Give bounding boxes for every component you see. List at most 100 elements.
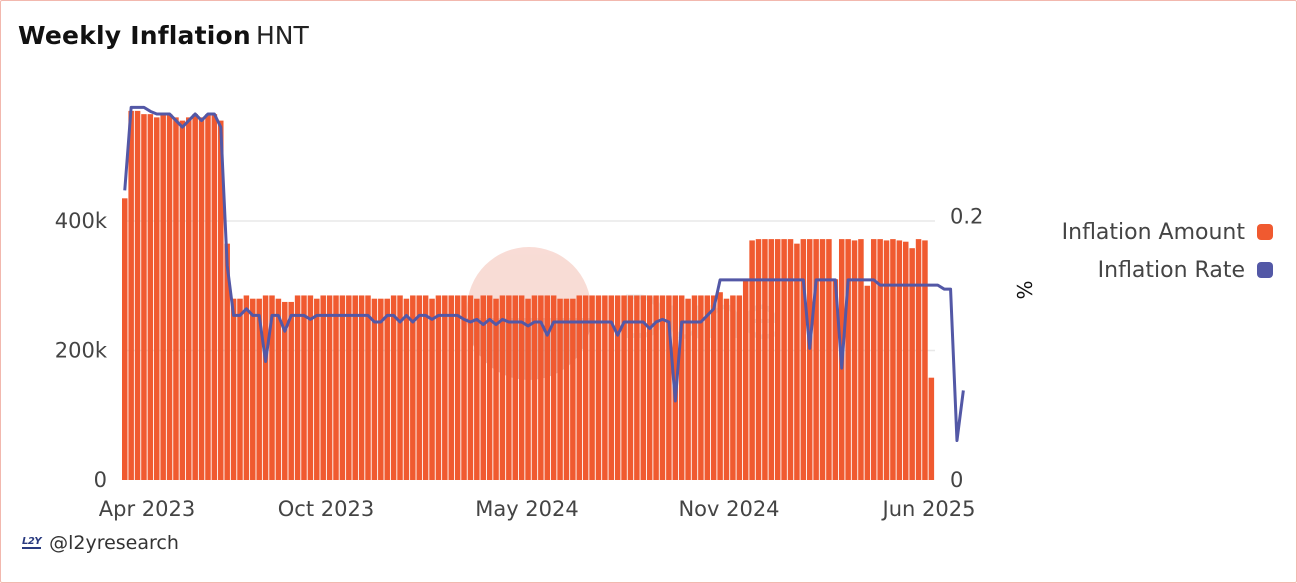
y2-axis-title: % bbox=[1013, 280, 1037, 299]
bar bbox=[666, 295, 672, 480]
bar bbox=[928, 377, 935, 480]
legend-swatch bbox=[1257, 224, 1273, 240]
bar bbox=[832, 279, 839, 480]
bar bbox=[301, 295, 307, 480]
bar bbox=[154, 117, 160, 480]
bar bbox=[570, 298, 576, 480]
bar bbox=[288, 301, 294, 480]
bar bbox=[493, 298, 499, 480]
bar bbox=[922, 240, 928, 480]
bar bbox=[339, 295, 346, 480]
bar bbox=[749, 240, 755, 480]
bar bbox=[326, 295, 333, 480]
bar bbox=[378, 298, 384, 480]
bar bbox=[160, 114, 166, 480]
bar bbox=[166, 114, 173, 480]
bar bbox=[397, 295, 403, 480]
bar bbox=[602, 295, 608, 480]
bar bbox=[435, 295, 442, 480]
bar bbox=[896, 240, 903, 480]
bar bbox=[474, 298, 480, 480]
y-tick-label: 200k bbox=[55, 338, 108, 362]
bar bbox=[595, 295, 602, 480]
bar bbox=[205, 114, 211, 480]
bar bbox=[422, 295, 429, 480]
y-tick-label: 400k bbox=[55, 209, 108, 233]
bar bbox=[410, 295, 416, 480]
bar bbox=[461, 295, 467, 480]
bar bbox=[736, 295, 743, 480]
legend-label: Inflation Amount bbox=[1062, 220, 1246, 245]
bar bbox=[563, 298, 570, 480]
bar bbox=[845, 239, 851, 480]
bar bbox=[531, 295, 538, 480]
bar bbox=[262, 295, 269, 480]
bar bbox=[480, 295, 486, 480]
bar bbox=[544, 295, 551, 480]
bar bbox=[173, 117, 179, 480]
bar bbox=[448, 295, 454, 480]
bar bbox=[755, 239, 762, 480]
bar bbox=[294, 295, 301, 480]
bar bbox=[640, 295, 647, 480]
bar bbox=[416, 295, 422, 480]
bar bbox=[352, 295, 358, 480]
bar bbox=[870, 239, 877, 480]
bar bbox=[813, 239, 819, 480]
bar bbox=[198, 117, 205, 480]
bar bbox=[608, 295, 615, 480]
bar bbox=[486, 295, 493, 480]
bar bbox=[890, 239, 896, 480]
bar bbox=[390, 295, 397, 480]
bar bbox=[384, 298, 390, 480]
bar bbox=[320, 295, 326, 480]
bar bbox=[269, 295, 275, 480]
bar bbox=[659, 295, 666, 480]
y-tick-label: 0 bbox=[94, 468, 107, 492]
bar bbox=[826, 239, 832, 480]
bar bbox=[186, 117, 192, 480]
bar bbox=[614, 295, 621, 480]
bar bbox=[211, 114, 218, 480]
y2-tick-label: 0.2 bbox=[950, 205, 983, 229]
legend-label: Inflation Rate bbox=[1098, 258, 1245, 283]
bar bbox=[256, 298, 262, 480]
bar bbox=[723, 298, 730, 480]
bar bbox=[877, 239, 883, 480]
bar bbox=[454, 295, 461, 480]
bar bbox=[864, 285, 871, 480]
bar bbox=[794, 243, 800, 480]
bar bbox=[128, 110, 134, 481]
bar bbox=[147, 114, 154, 480]
footer-handle[interactable]: @l2yresearch bbox=[49, 532, 179, 554]
legend-swatch bbox=[1257, 262, 1273, 278]
bar bbox=[512, 295, 519, 480]
bar bbox=[698, 295, 704, 480]
chart-subtitle: HNT bbox=[256, 21, 309, 50]
bar bbox=[858, 239, 864, 480]
bar bbox=[909, 248, 915, 480]
x-tick-label: May 2024 bbox=[475, 497, 579, 521]
bar bbox=[902, 241, 909, 480]
bar bbox=[819, 239, 826, 480]
bar bbox=[403, 298, 410, 480]
bar bbox=[627, 295, 634, 480]
bar bbox=[282, 301, 288, 480]
bar bbox=[237, 298, 243, 480]
chart-title: Weekly Inflation bbox=[18, 21, 251, 50]
bar bbox=[621, 295, 627, 480]
bar bbox=[710, 295, 717, 480]
x-tick-label: Apr 2023 bbox=[99, 497, 195, 521]
bar bbox=[275, 298, 282, 480]
bar bbox=[243, 295, 250, 480]
bar bbox=[742, 279, 749, 480]
bar bbox=[122, 198, 128, 480]
bar bbox=[230, 298, 237, 480]
bar bbox=[358, 295, 365, 480]
bar bbox=[806, 239, 813, 480]
l2y-logo-icon: L2Y bbox=[22, 536, 42, 549]
bar bbox=[653, 295, 659, 480]
x-tick-label: Jun 2025 bbox=[881, 497, 976, 521]
bar bbox=[518, 295, 525, 480]
bar bbox=[179, 120, 186, 481]
